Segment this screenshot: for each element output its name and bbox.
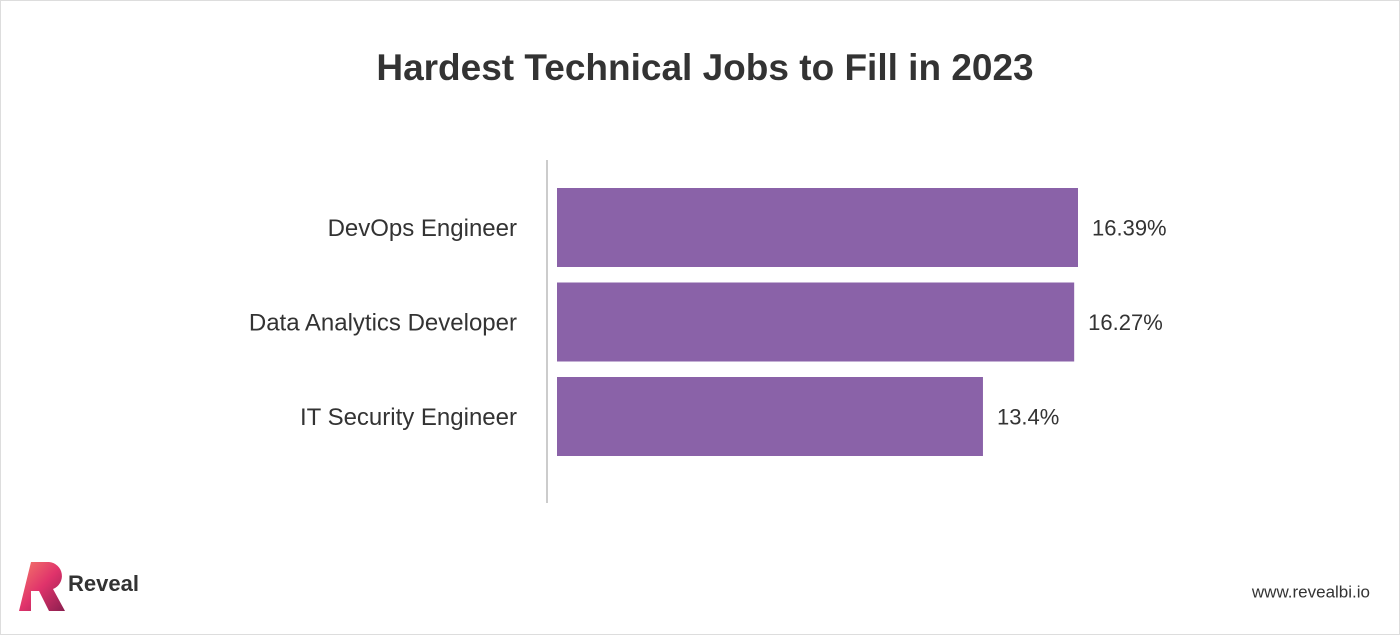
value-label: 13.4% [997,404,1059,429]
value-label: 16.27% [1088,310,1163,335]
category-label: DevOps Engineer [328,215,517,242]
value-label: 16.39% [1092,215,1167,240]
bar [557,282,1075,362]
category-label: IT Security Engineer [300,404,517,431]
logo-icon [19,562,65,611]
brand: Reveal [68,571,139,596]
bar [557,377,983,456]
chart-title: Hardest Technical Jobs to Fill in 2023 [376,47,1033,88]
category-label: Data Analytics Developer [249,309,517,336]
url: www.revealbi.io [1251,582,1370,601]
bar [557,188,1078,267]
logo: Reveal [19,562,139,611]
